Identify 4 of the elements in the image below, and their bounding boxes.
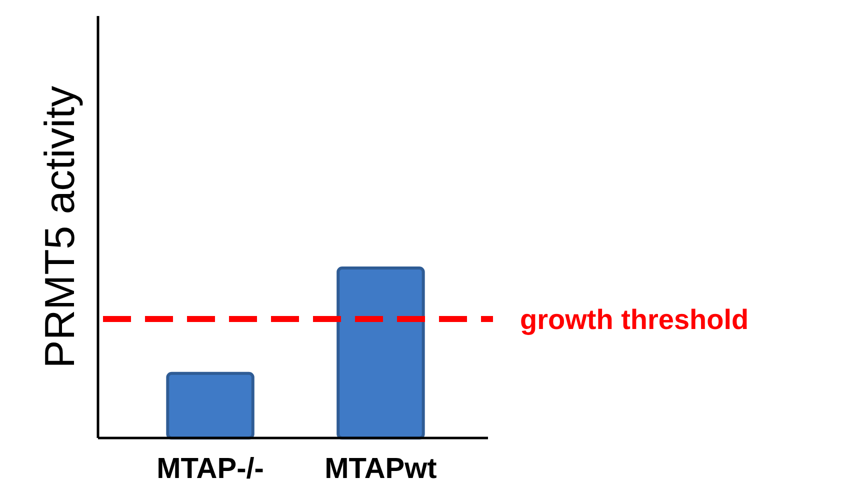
x-tick-label: MTAP-/- [156,453,264,484]
x-tick-label: MTAPwt [324,453,438,484]
y-axis-title: PRMT5 activity [36,86,83,368]
ref-line-label: growth threshold [520,304,749,335]
